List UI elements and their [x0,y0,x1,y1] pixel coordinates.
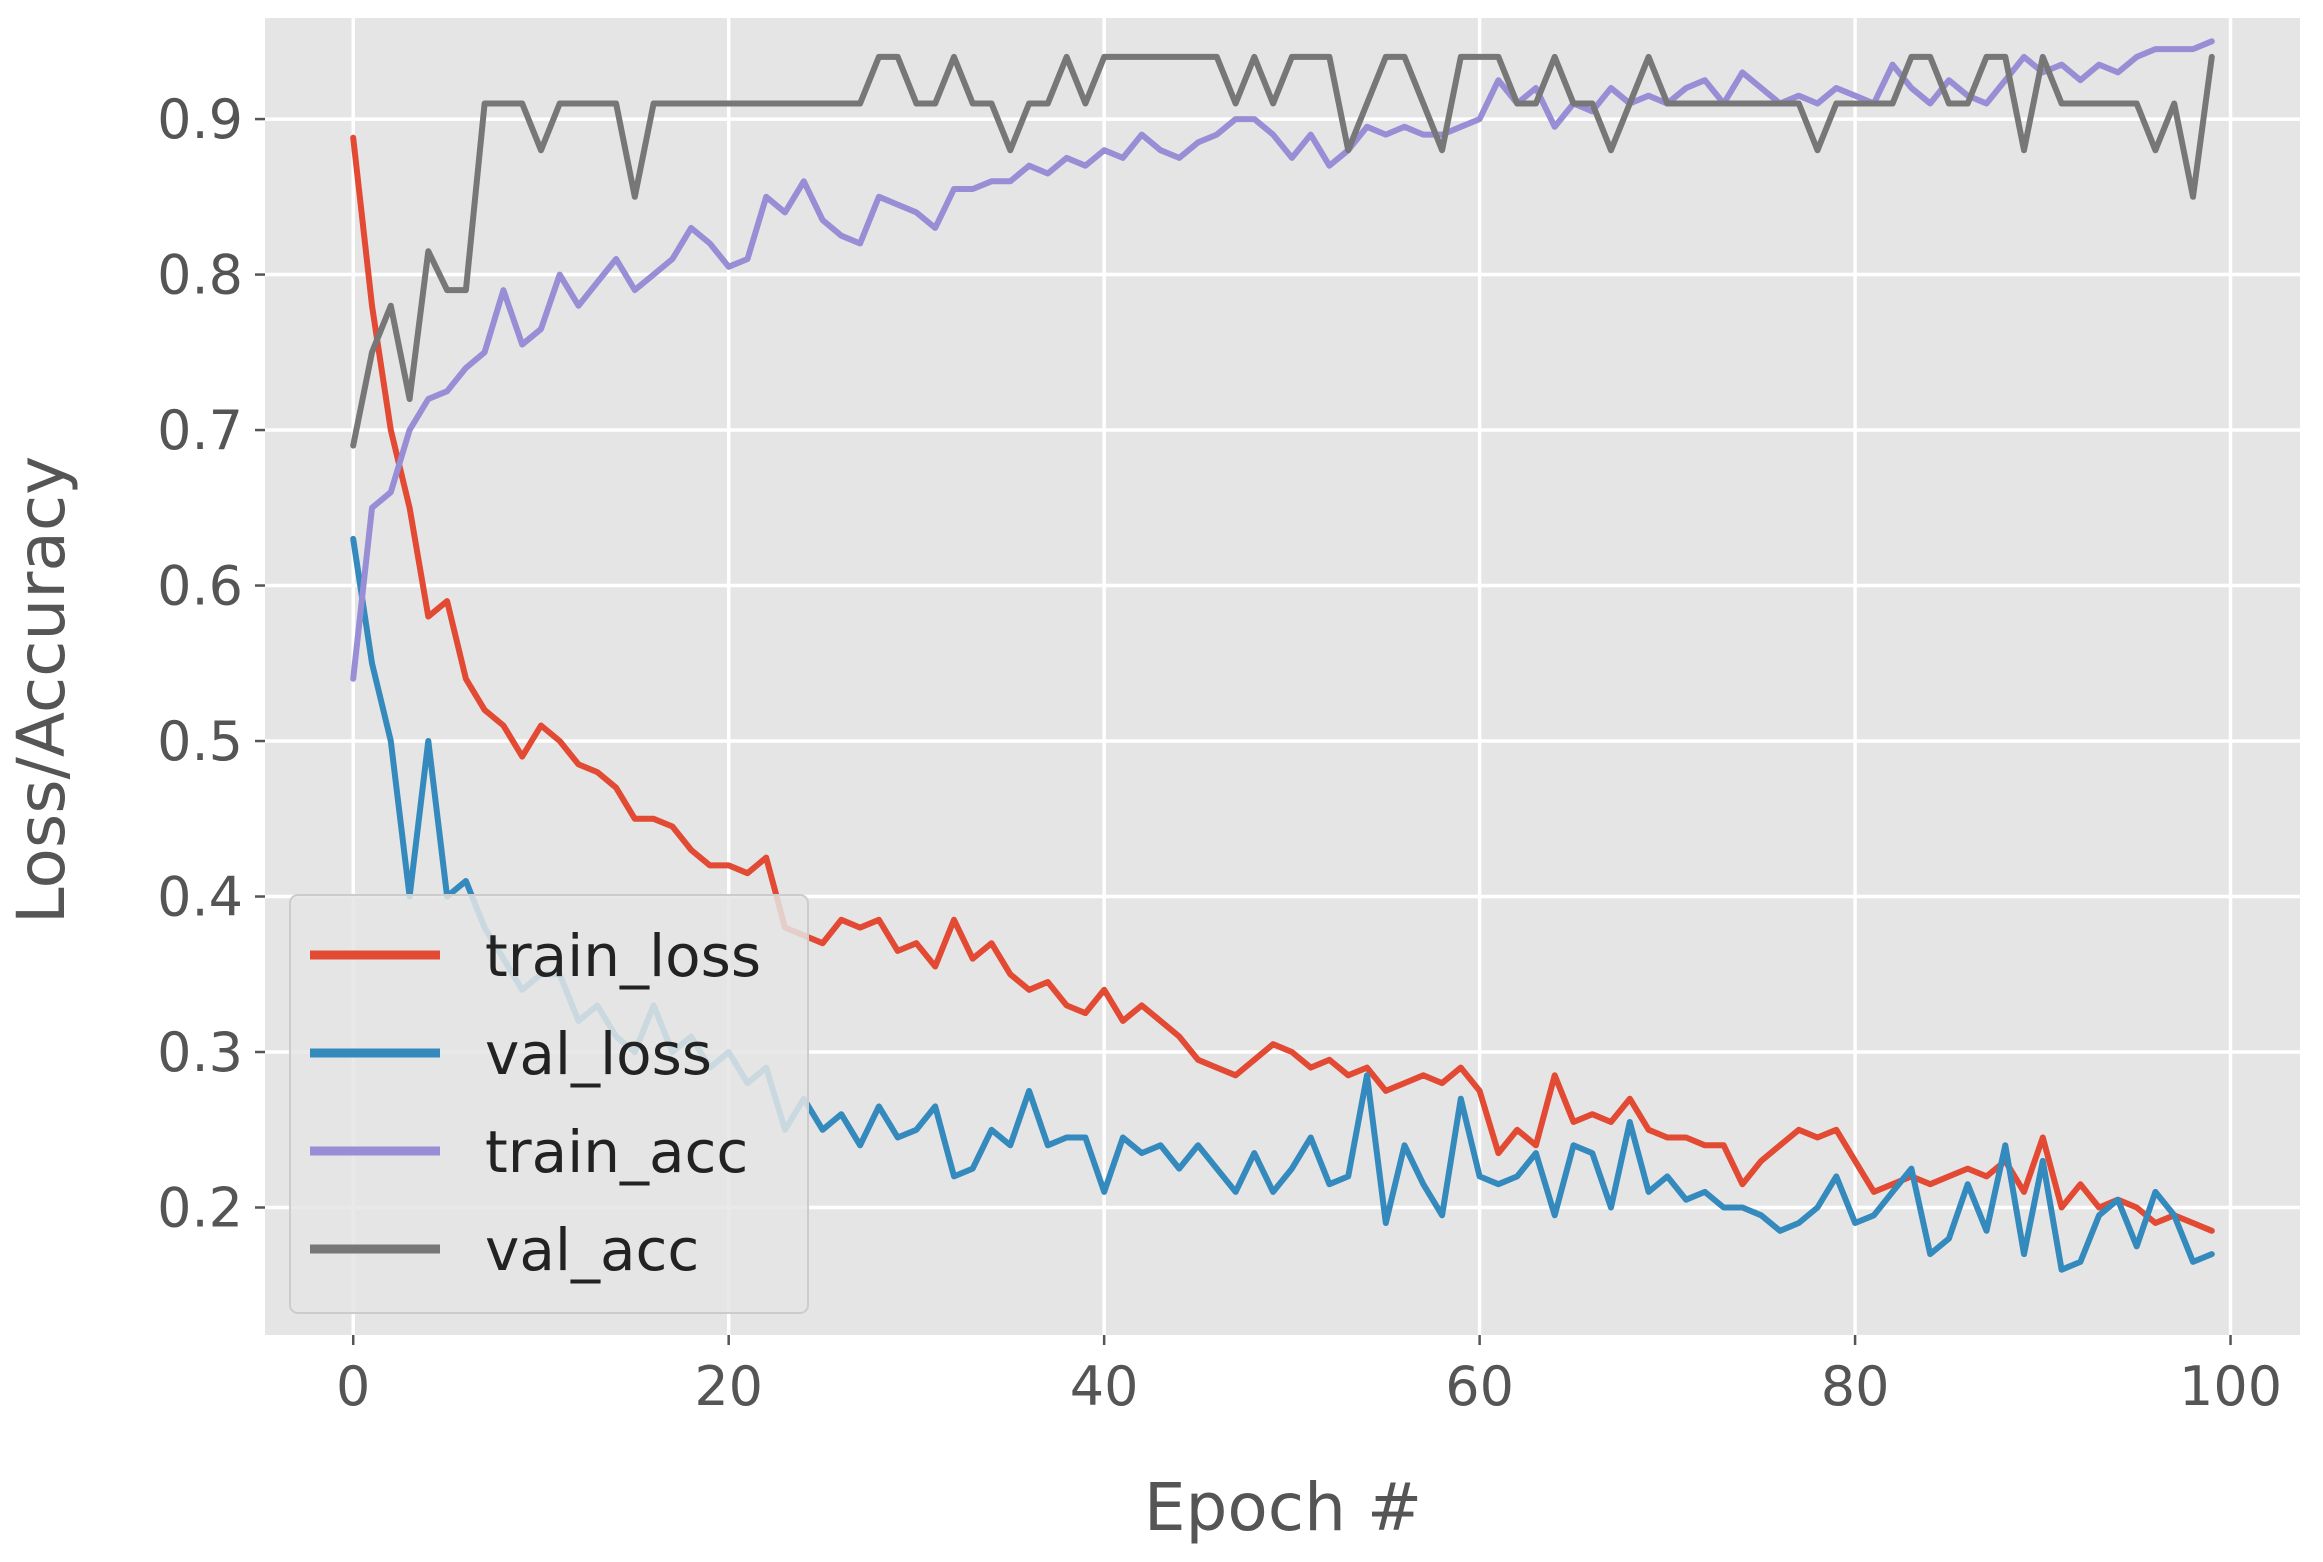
legend-box [289,894,809,1314]
x-tick-label: 80 [1821,1355,1890,1418]
legend-label-val-loss: val_loss [485,1020,712,1088]
legend-label-train-acc: train_acc [485,1118,748,1186]
y-tick-label: 0.5 [157,710,243,773]
series-line-val-acc [350,53,2215,449]
y-tick-label: 0.6 [157,555,243,618]
y-tick-label: 0.2 [157,1176,243,1239]
x-axis-label: Epoch # [1144,1469,1422,1546]
legend-entry-train-acc: train_acc [310,1118,748,1186]
x-tick-label: 40 [1070,1355,1139,1418]
y-tick-label: 0.4 [157,866,243,929]
y-tick-label: 0.7 [157,399,243,462]
legend-label-train-loss: train_loss [485,922,761,990]
legend-entry-train-loss: train_loss [310,922,761,990]
legend-label-val-acc: val_acc [485,1216,699,1284]
x-axis-ticks: 0 20 40 60 80 100 [336,1335,2282,1418]
x-tick-label: 100 [2179,1355,2282,1418]
y-axis-ticks: 0.2 0.3 0.4 0.5 0.6 0.7 0.8 0.9 [157,88,265,1239]
y-axis-label: Loss/Accuracy [3,456,80,924]
legend-entry-val-acc: val_acc [310,1216,699,1284]
y-tick-label: 0.9 [157,88,243,151]
y-tick-label: 0.3 [157,1021,243,1084]
y-tick-label: 0.8 [157,244,243,307]
legend-entry-val-loss: val_loss [310,1020,712,1088]
x-tick-label: 20 [694,1355,763,1418]
legend: train_loss val_loss train_acc val_acc [289,894,809,1314]
x-tick-label: 0 [336,1355,370,1418]
x-tick-label: 60 [1445,1355,1514,1418]
